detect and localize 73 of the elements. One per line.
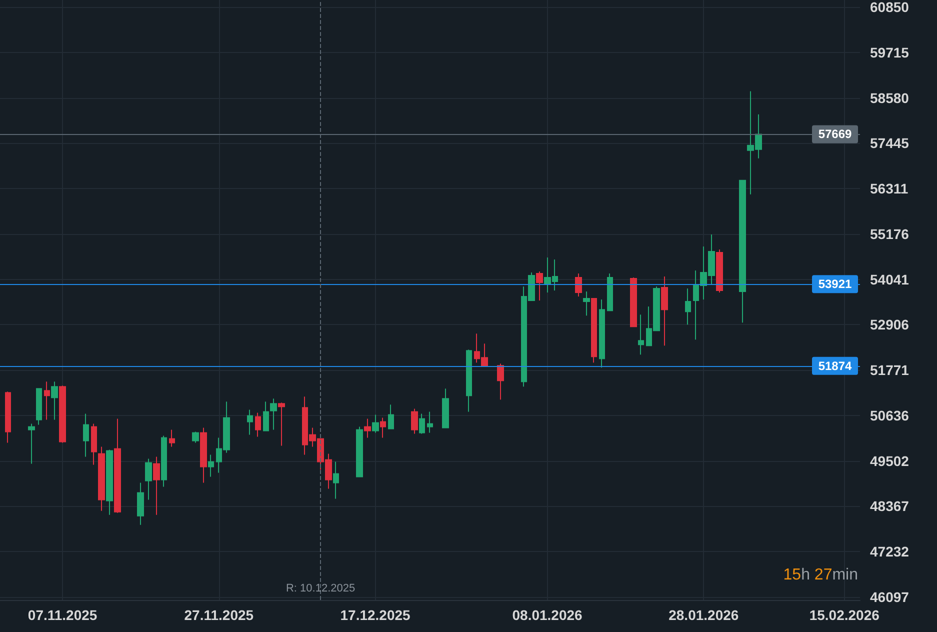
candlestick [263,401,269,432]
y-tick-label: 48367 [870,498,910,514]
candlestick [278,402,285,446]
ref-line-label: 53921 [818,277,852,292]
candlestick [137,482,144,526]
candlestick [59,385,66,444]
y-tick-label: 50636 [870,407,910,424]
candlestick [419,413,425,434]
candlestick [83,413,89,458]
candlestick [380,417,386,438]
candlestick [270,398,277,430]
x-tick-label: 15.02.2026 [809,607,880,623]
ref-line-label: 57669 [818,127,852,142]
candlestick [388,404,394,430]
candlestick [169,429,175,448]
candlestick [192,431,199,444]
candlestick [356,426,363,478]
y-tick-label: 46097 [870,588,910,605]
candlestick [591,298,597,364]
ref-line-label: R: 10.12.2025 [286,582,356,594]
candlestick [427,411,433,434]
candlestick [98,446,105,512]
y-tick-label: 55176 [870,226,910,242]
x-tick-label: 08.01.2026 [512,607,583,623]
candlestick [411,408,418,434]
candlestick [442,388,449,428]
y-tick-label: 52906 [870,316,910,333]
candlestick [36,388,42,426]
y-tick-label: 51771 [870,362,910,378]
y-tick-label: 54041 [870,271,910,288]
candlestick [497,363,504,400]
candlestick [372,414,379,434]
annotation: 15h 27min [783,566,858,584]
candlestick [247,409,253,436]
candlestick [106,449,113,516]
y-tick-label: 49502 [870,452,910,469]
candlestick [638,314,644,356]
candlestick [200,427,207,484]
candlestick [607,273,613,312]
candlestick [153,456,160,516]
candlestick [91,423,97,466]
x-tick-label: 28.01.2026 [668,607,739,623]
x-tick-label: 27.11.2025 [184,607,254,623]
candlestick [208,454,214,478]
y-tick-label: 57445 [870,135,910,152]
candlestick [364,418,371,438]
candlestick [536,271,543,302]
candlestick [28,423,35,464]
candlestick [255,412,261,438]
candlestick [575,273,582,298]
y-tick-label: 58580 [870,90,910,106]
candlestick [145,458,152,500]
candlestick [583,291,590,316]
candlestick [739,180,746,324]
candlestick [51,381,58,420]
y-tick-label: 60850 [870,0,910,15]
candlestick [161,435,167,488]
candlestick [44,381,50,420]
candlestick [599,299,605,368]
candlestick [685,288,691,326]
y-tick-label: 47232 [870,544,910,560]
candlestick [716,248,723,294]
candlestick [114,418,121,514]
candlestick [466,349,472,412]
ref-line-label: 51874 [818,358,852,373]
y-tick-label: 56311 [870,180,908,196]
y-tick-label: 59715 [870,44,910,60]
x-tick-label: 17.12.2025 [340,607,411,623]
candlestick [5,391,11,444]
candlestick [661,276,668,346]
x-tick-label: 07.11.2025 [28,607,98,623]
candlestick [630,277,637,328]
candlestick [333,461,339,500]
